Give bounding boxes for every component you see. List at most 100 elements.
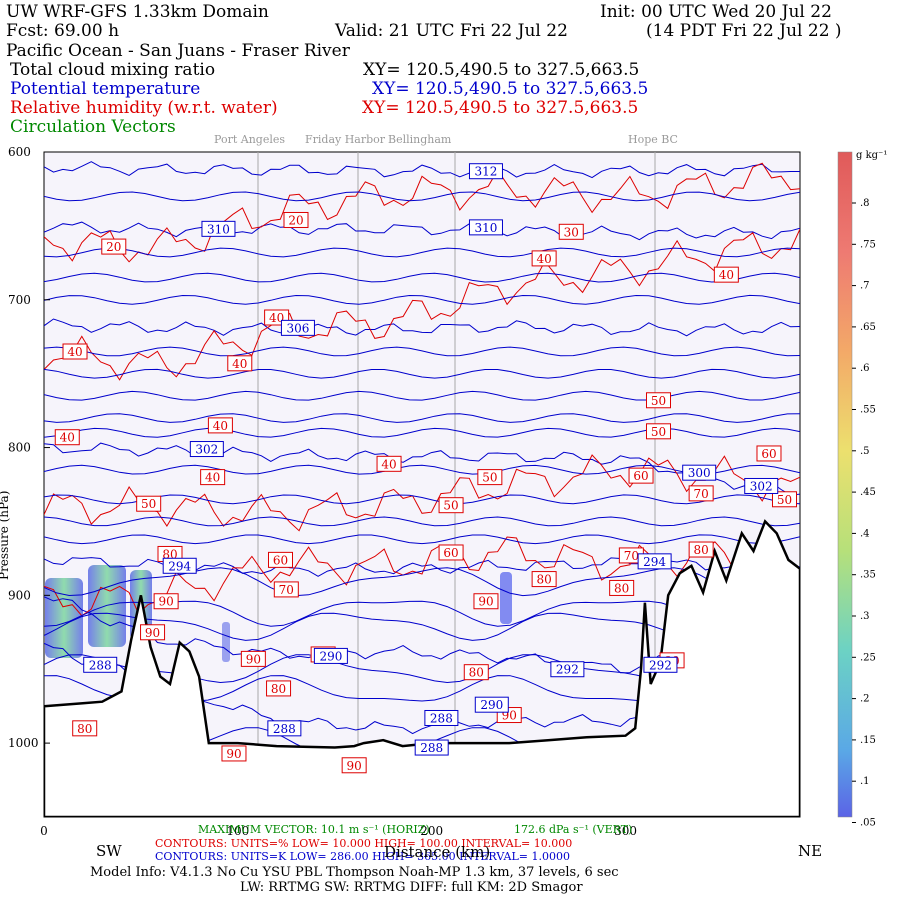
svg-text:60: 60 xyxy=(761,447,776,461)
blue-contours-info: CONTOURS: UNITS=K LOW= 286.00 HIGH= 365.… xyxy=(155,850,570,863)
theta-contour xyxy=(44,368,800,379)
x-end-left: SW xyxy=(96,842,122,860)
svg-text:40: 40 xyxy=(205,471,220,485)
rh-label: 90 xyxy=(140,624,166,641)
init-time: Init: 00 UTC Wed 20 Jul 22 xyxy=(600,2,832,22)
theta-label: 292 xyxy=(550,661,585,678)
theta-contour xyxy=(44,161,800,179)
colorbar-tick-label: .1 xyxy=(860,776,870,787)
svg-text:288: 288 xyxy=(430,711,453,725)
colorbar-tick-label: .25 xyxy=(860,652,876,663)
theta-label: 302 xyxy=(744,477,779,494)
theta-contour xyxy=(44,221,800,241)
field-vectors: Circulation Vectors xyxy=(10,117,176,137)
valid-time: Valid: 21 UTC Fri 22 Jul 22 xyxy=(335,21,568,41)
rh-label: 40 xyxy=(200,469,226,486)
colorbar-tick-label: .75 xyxy=(860,239,876,250)
svg-text:90: 90 xyxy=(145,626,160,640)
y-tick-label: 700 xyxy=(8,293,31,307)
svg-text:310: 310 xyxy=(207,222,230,236)
rh-contour xyxy=(44,162,800,263)
colorbar-tick-label: .55 xyxy=(860,405,876,416)
svg-text:80: 80 xyxy=(77,722,92,736)
y-tick-label: 1000 xyxy=(8,736,39,750)
colorbar-tick-label: .5 xyxy=(860,446,870,457)
theta-label: 288 xyxy=(267,720,302,737)
valid-local-time: (14 PDT Fri 22 Jul 22 ) xyxy=(646,21,842,41)
theta-contour xyxy=(44,318,800,337)
x-tick-label: 100 xyxy=(226,824,249,838)
svg-text:90: 90 xyxy=(347,759,362,773)
rh-label: 20 xyxy=(101,238,127,255)
cloud-patch xyxy=(500,572,512,624)
colorbar-tick-label: .3 xyxy=(860,611,870,622)
svg-text:70: 70 xyxy=(624,549,639,563)
y-tick-label: 600 xyxy=(8,145,31,159)
rh-label: 40 xyxy=(54,429,80,446)
rh-label: 60 xyxy=(267,551,293,568)
theta-label: 310 xyxy=(201,220,236,237)
rh-contour xyxy=(44,536,800,617)
rh-label: 70 xyxy=(273,581,299,598)
theta-contour xyxy=(44,494,800,505)
header: UW WRF-GFS 1.33km Domain Init: 00 UTC We… xyxy=(0,0,900,146)
x-end-right: NE xyxy=(798,842,823,860)
theta-label: 306 xyxy=(280,319,315,336)
theta-contour xyxy=(44,427,800,438)
title: UW WRF-GFS 1.33km Domain xyxy=(6,2,269,22)
rh-label: 20 xyxy=(283,211,309,228)
colorbar-unit: g kg⁻¹ xyxy=(856,150,887,161)
theta-label: 302 xyxy=(189,441,224,458)
svg-text:292: 292 xyxy=(649,658,672,672)
colorbar-tick-label: .6 xyxy=(860,363,870,374)
svg-text:60: 60 xyxy=(273,553,288,567)
svg-text:80: 80 xyxy=(693,543,708,557)
svg-text:90: 90 xyxy=(158,595,173,609)
colorbar-tick-label: .35 xyxy=(860,570,876,581)
colorbar-tick-label: .2 xyxy=(860,694,870,705)
rh-label: 90 xyxy=(473,593,499,610)
svg-text:40: 40 xyxy=(232,357,247,371)
cloud-patch xyxy=(88,565,126,647)
colorbar-ticks: .8 .75 .7 .65 .6 .55 .5 .45 .4 .35 .3 .25 .2 .15 .1 .05 xyxy=(852,198,876,829)
x-axis-title: Distance (km) xyxy=(384,843,491,861)
y-axis-title: Pressure (hPa) xyxy=(0,491,11,580)
theta-contour xyxy=(44,516,800,527)
svg-text:50: 50 xyxy=(777,493,792,507)
colorbar-tick-label: .05 xyxy=(860,818,876,829)
rh-label: 90 xyxy=(221,745,247,762)
x-tick-label: 200 xyxy=(420,824,443,838)
forecast-hour: Fcst: 69.00 h xyxy=(6,21,120,41)
place-port-angeles: Port Angeles xyxy=(214,133,286,146)
svg-text:70: 70 xyxy=(279,583,294,597)
svg-text:40: 40 xyxy=(536,252,551,266)
rh-label: 60 xyxy=(756,445,782,462)
svg-text:302: 302 xyxy=(195,443,218,457)
rh-label: 40 xyxy=(713,266,739,283)
field-cloud: Total cloud mixing ratio xyxy=(10,60,216,80)
colorbar-tick-label: .45 xyxy=(860,487,876,498)
theta-contour xyxy=(44,567,800,597)
rh-label: 60 xyxy=(438,544,464,561)
field-cloud-xy: XY= 120.5,490.5 to 327.5,663.5 xyxy=(363,60,640,80)
svg-text:30: 30 xyxy=(564,225,579,239)
theta-label: 292 xyxy=(643,656,678,673)
theta-label: 310 xyxy=(468,219,503,236)
svg-text:50: 50 xyxy=(141,497,156,511)
y-tick-label: 900 xyxy=(8,588,31,602)
svg-text:60: 60 xyxy=(633,469,648,483)
rh-label: 40 xyxy=(227,355,253,372)
field-rh: Relative humidity (w.r.t. water) xyxy=(10,98,278,118)
rh-label: 90 xyxy=(240,650,266,667)
svg-text:50: 50 xyxy=(651,425,666,439)
cloud-patch xyxy=(45,578,83,658)
rh-label: 50 xyxy=(771,491,797,508)
svg-text:60: 60 xyxy=(443,546,458,560)
rh-label: 50 xyxy=(645,392,671,409)
svg-text:90: 90 xyxy=(226,747,241,761)
svg-text:40: 40 xyxy=(67,345,82,359)
rh-label: 50 xyxy=(136,495,162,512)
red-contours-info: CONTOURS: UNITS=% LOW= 10.000 HIGH= 100.… xyxy=(155,837,573,850)
svg-text:20: 20 xyxy=(106,240,121,254)
